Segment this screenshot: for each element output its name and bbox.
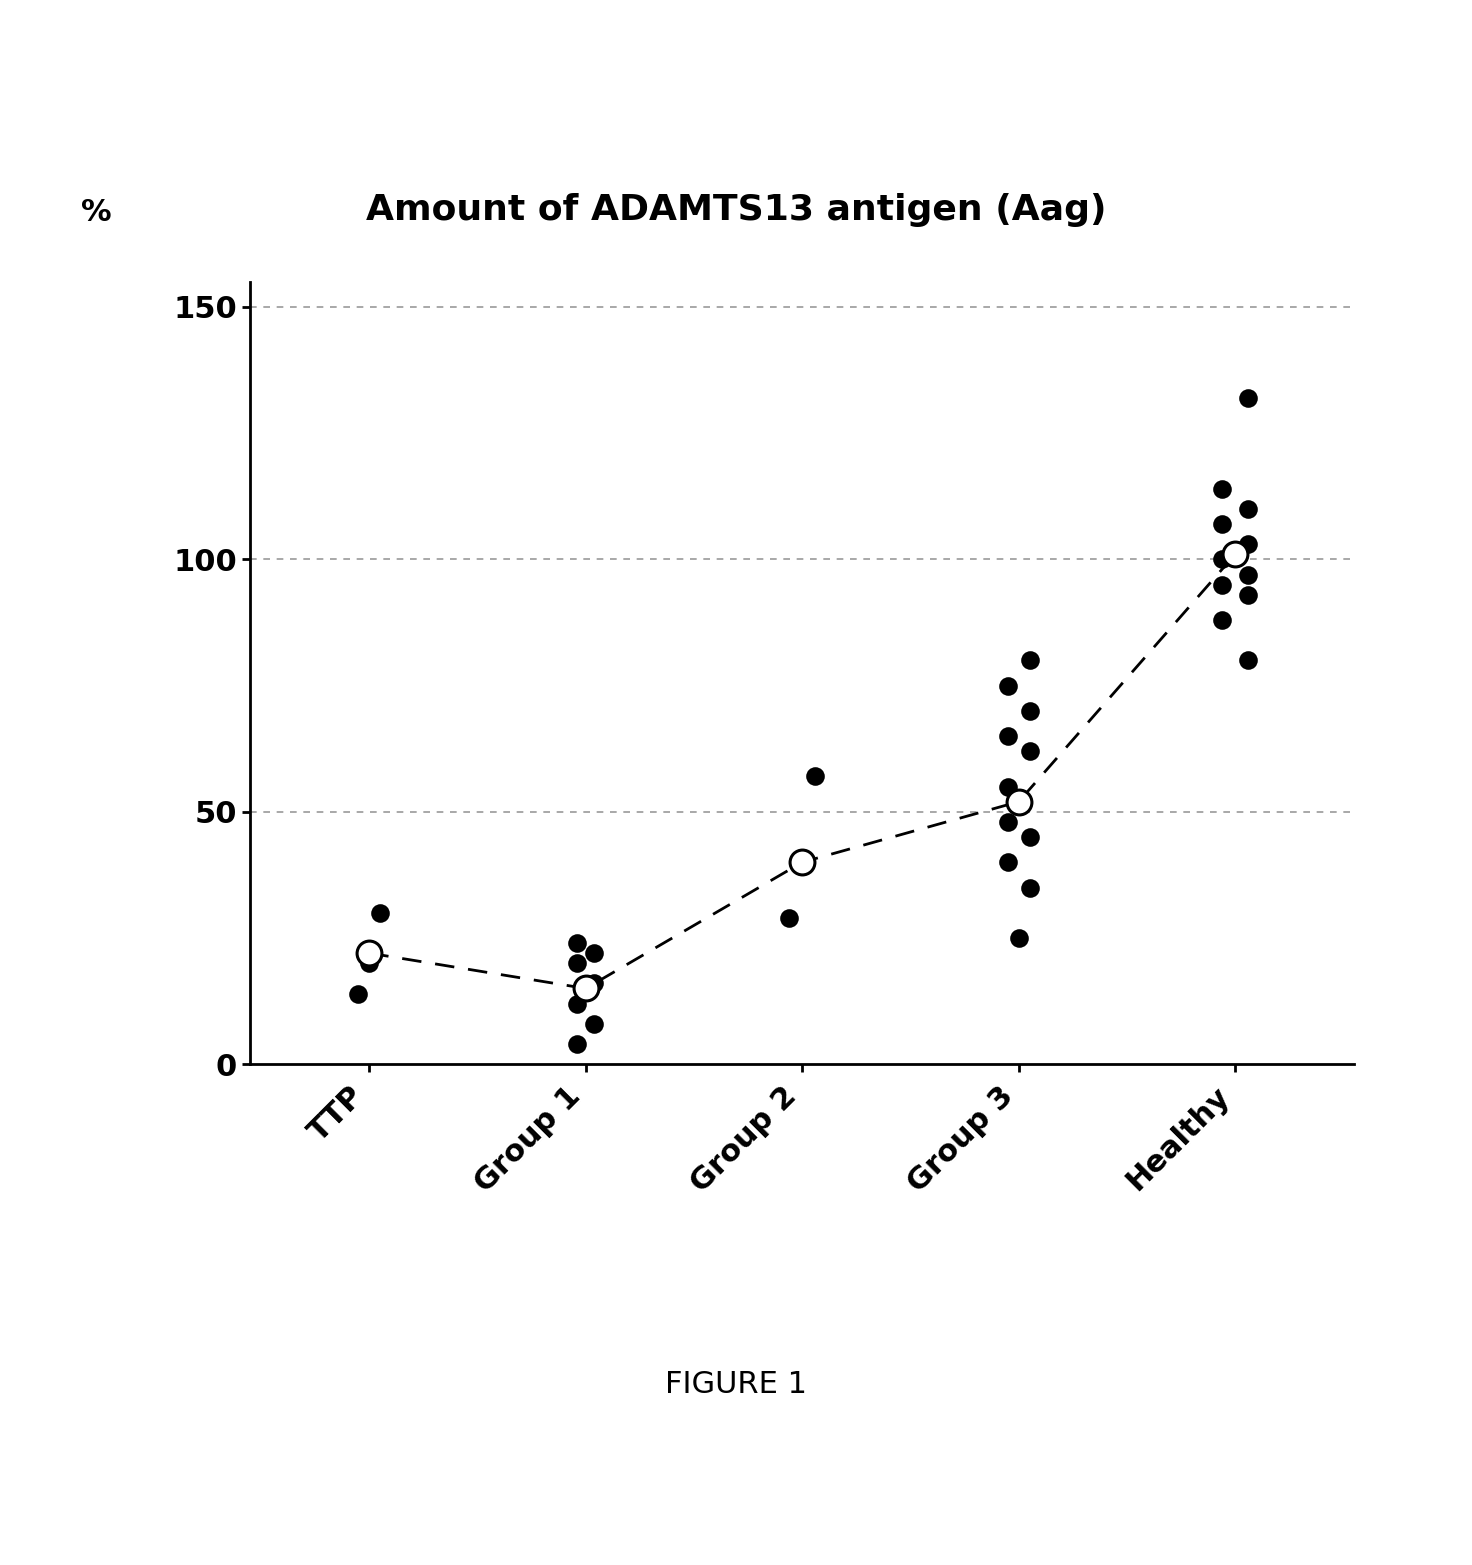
Point — [997, 723, 1020, 748]
Point — [565, 1031, 589, 1056]
Point — [1210, 607, 1234, 632]
Point — [1210, 476, 1234, 501]
Point — [358, 950, 381, 975]
Point — [1007, 789, 1030, 814]
Point — [368, 900, 392, 925]
Point — [1236, 582, 1260, 607]
Point — [1017, 648, 1041, 673]
Point — [583, 941, 606, 966]
Point — [583, 1011, 606, 1036]
Point — [1210, 512, 1234, 537]
Point — [583, 970, 606, 995]
Point — [790, 850, 814, 875]
Point — [1017, 825, 1041, 850]
Point — [1017, 739, 1041, 764]
Text: %: % — [81, 197, 112, 227]
Point — [1210, 546, 1234, 571]
Point — [1017, 698, 1041, 723]
Point — [1236, 385, 1260, 410]
Point — [1007, 789, 1030, 814]
Point — [565, 991, 589, 1016]
Point — [1017, 875, 1041, 900]
Point — [997, 673, 1020, 698]
Point — [565, 950, 589, 975]
Text: FIGURE 1: FIGURE 1 — [665, 1369, 807, 1399]
Point — [997, 809, 1020, 834]
Point — [1007, 925, 1030, 950]
Point — [1210, 573, 1234, 598]
Text: Amount of ADAMTS13 antigen (Aag): Amount of ADAMTS13 antigen (Aag) — [365, 192, 1107, 227]
Point — [804, 764, 827, 789]
Point — [1223, 541, 1247, 567]
Point — [997, 850, 1020, 875]
Point — [565, 931, 589, 956]
Point — [997, 775, 1020, 800]
Point — [777, 905, 801, 930]
Point — [574, 977, 598, 1002]
Point — [347, 981, 371, 1006]
Point — [1236, 562, 1260, 587]
Point — [358, 941, 381, 966]
Point — [1236, 532, 1260, 557]
Point — [1236, 496, 1260, 521]
Point — [1236, 648, 1260, 673]
